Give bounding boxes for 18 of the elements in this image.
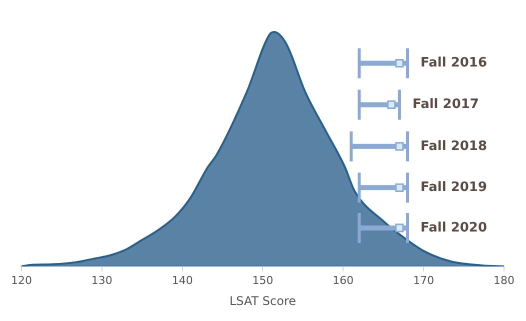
x-tick-label: 160: [332, 274, 354, 287]
series-label: Fall 2020: [420, 220, 488, 236]
x-tick-label: 170: [413, 274, 434, 287]
point: [395, 58, 404, 68]
series-label: Fall 2019: [420, 180, 488, 196]
series-label: Fall 2018: [420, 138, 488, 154]
x-tick-label: 120: [11, 274, 32, 287]
point: [387, 100, 396, 109]
x-tick-label: 150: [252, 274, 274, 287]
x-tick-label: 180: [494, 274, 514, 287]
x-axis-title: LSAT Score: [229, 294, 296, 308]
series-label: Fall 2016: [420, 56, 488, 71]
x-tick-label: 140: [172, 274, 193, 287]
point: [395, 183, 404, 192]
series-label: Fall 2017: [412, 97, 479, 112]
point: [395, 142, 404, 151]
point: [395, 224, 404, 232]
x-tick-label: 130: [91, 274, 112, 287]
